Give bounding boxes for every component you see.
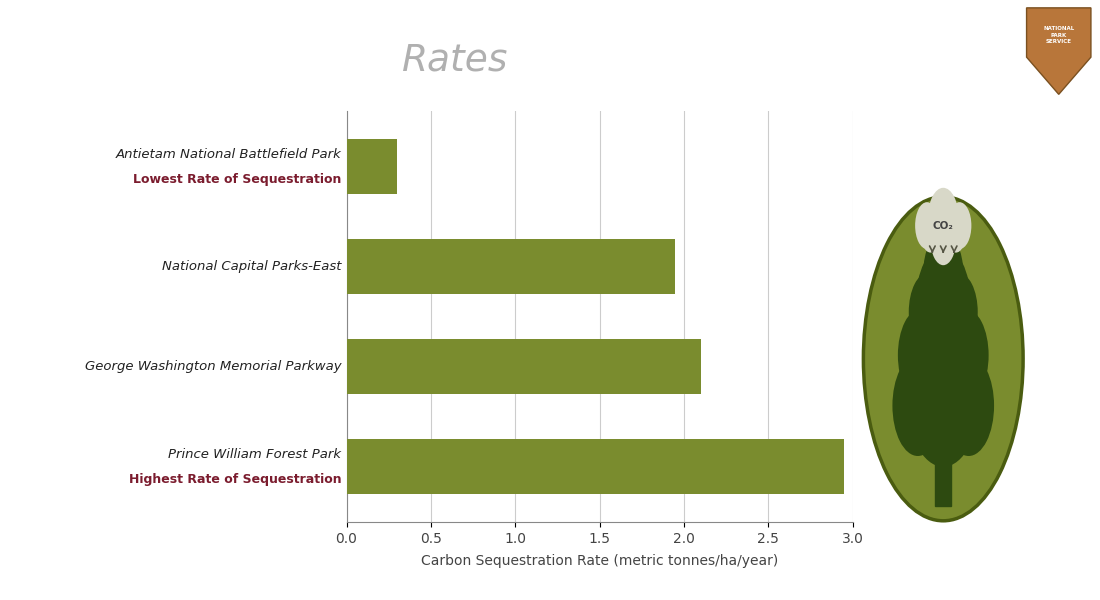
Circle shape — [909, 272, 978, 409]
Text: National Capital Parks-East: National Capital Parks-East — [162, 260, 341, 273]
Circle shape — [916, 247, 970, 355]
Bar — [346, 139, 397, 194]
Text: Carbon Sequestration: Carbon Sequestration — [24, 43, 499, 79]
Circle shape — [942, 308, 989, 402]
Circle shape — [931, 215, 956, 265]
Ellipse shape — [864, 197, 1023, 521]
Text: CO₂: CO₂ — [933, 221, 954, 230]
X-axis label: Carbon Sequestration Rate (metric tonnes/ha/year): Carbon Sequestration Rate (metric tonnes… — [421, 554, 778, 568]
Polygon shape — [1026, 8, 1091, 94]
Text: George Washington Memorial Parkway: George Washington Memorial Parkway — [85, 360, 341, 373]
Text: Rates: Rates — [402, 43, 508, 79]
Circle shape — [927, 188, 959, 249]
Circle shape — [909, 272, 948, 352]
Circle shape — [923, 233, 964, 312]
Circle shape — [915, 202, 938, 249]
Circle shape — [938, 272, 978, 352]
Text: Urban Ecology Research Learning Alliance: Urban Ecology Research Learning Alliance — [688, 71, 983, 84]
Bar — [346, 339, 701, 394]
Circle shape — [898, 308, 945, 402]
Text: NATIONAL
PARK
SERVICE: NATIONAL PARK SERVICE — [1043, 26, 1075, 44]
Text: Prince William Forest Park: Prince William Forest Park — [168, 448, 341, 461]
Circle shape — [944, 355, 994, 456]
Text: Highest Rate of Sequestration: Highest Rate of Sequestration — [129, 473, 341, 487]
Circle shape — [946, 213, 966, 253]
Bar — [346, 439, 844, 494]
Circle shape — [892, 355, 944, 456]
Bar — [346, 239, 675, 294]
Text: Antietam National Battlefield Park: Antietam National Battlefield Park — [116, 148, 341, 161]
Circle shape — [905, 316, 981, 467]
Text: by Parks: by Parks — [493, 43, 688, 79]
Text: U.S. Department of the Interior: U.S. Department of the Interior — [688, 38, 908, 52]
Text: Eco-Values of the Urban Forest: i-Tree Analysis | Urban Ecology Research Learnin: Eco-Values of the Urban Forest: i-Tree A… — [175, 565, 925, 581]
Circle shape — [948, 202, 971, 249]
Text: Lowest Rate of Sequestration: Lowest Rate of Sequestration — [133, 173, 341, 185]
Bar — [935, 427, 952, 506]
Text: National Park Service: National Park Service — [688, 14, 838, 28]
Circle shape — [921, 213, 940, 253]
